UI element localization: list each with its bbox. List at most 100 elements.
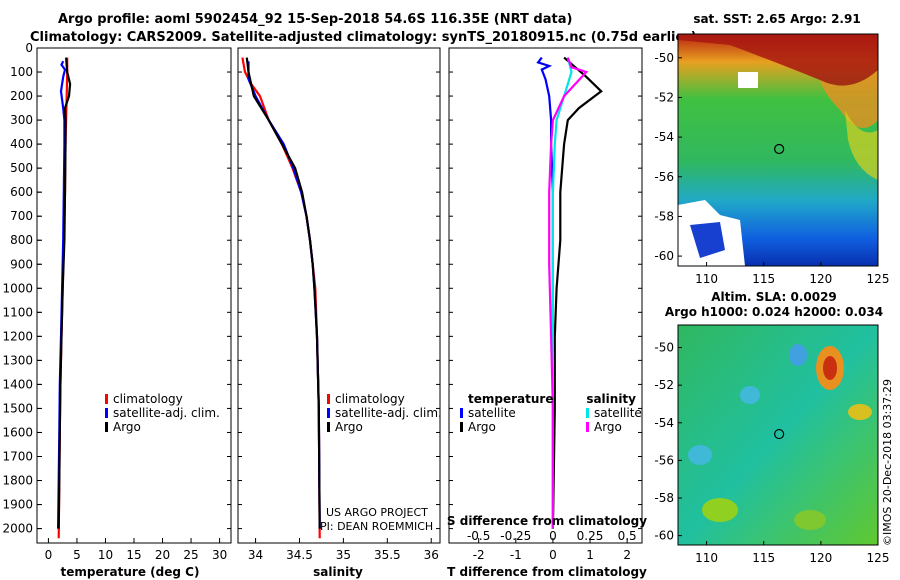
legend-argo-swatch bbox=[327, 422, 330, 432]
x-tick-label: 2 bbox=[623, 548, 631, 562]
depth-tick-label: 500 bbox=[10, 161, 33, 175]
legend-argo-swatch bbox=[105, 422, 108, 432]
depth-tick-label: 400 bbox=[10, 137, 33, 151]
title-line-2: Climatology: CARS2009. Satellite-adjuste… bbox=[30, 30, 697, 45]
depth-tick-label: 1900 bbox=[2, 498, 33, 512]
lat-tick-label: -58 bbox=[654, 209, 674, 223]
depth-tick-label: 0 bbox=[25, 41, 33, 55]
depth-tick-label: 1700 bbox=[2, 449, 33, 463]
lat-tick-label: -56 bbox=[654, 453, 674, 467]
depth-tick-label: 1600 bbox=[2, 425, 33, 439]
legend-climatology-swatch bbox=[105, 394, 108, 404]
depth-tick-label: 200 bbox=[10, 89, 33, 103]
legend-climatology: climatology bbox=[335, 392, 405, 406]
sla-map-title: Altim. SLA: 0.0029 bbox=[711, 290, 837, 304]
project-credit: US ARGO PROJECT bbox=[326, 506, 428, 519]
lat-tick-label: -60 bbox=[654, 529, 674, 543]
x-tick-label: 20 bbox=[155, 548, 170, 562]
difference-plot: -2 -1 0 1 2 -0.5 -0.25 0 0.25 0.5 bbox=[449, 48, 642, 562]
temperature-legend: climatology satellite-adj. clim. Argo bbox=[105, 392, 220, 434]
difference-legend: temperature satellite Argo salinity sate… bbox=[460, 392, 642, 434]
legend-t-argo-swatch bbox=[460, 422, 463, 432]
sla-high-anomaly bbox=[794, 510, 826, 530]
series-line-satellite-adj-clim- bbox=[249, 61, 320, 528]
depth-tick-label: 700 bbox=[10, 209, 33, 223]
sla-map bbox=[678, 325, 878, 545]
sla-high-anomaly bbox=[823, 356, 837, 380]
temperature-xlabel: temperature (deg C) bbox=[61, 565, 200, 579]
lat-tick-label: -50 bbox=[654, 341, 674, 355]
depth-tick-label: 2000 bbox=[2, 522, 33, 536]
legend-satellite: satellite-adj. clim. bbox=[335, 406, 442, 420]
lon-tick-label: 110 bbox=[695, 272, 718, 286]
legend-t-argo: Argo bbox=[468, 420, 496, 434]
depth-tick-label: 1000 bbox=[2, 281, 33, 295]
legend-salinity-title: salinity bbox=[586, 392, 636, 406]
legend-argo: Argo bbox=[335, 420, 363, 434]
s-diff-tick-label: 0.25 bbox=[577, 529, 604, 543]
x-tick-label: 10 bbox=[98, 548, 113, 562]
x-tick-label: 34 bbox=[248, 548, 263, 562]
x-tick-label: 35.5 bbox=[374, 548, 401, 562]
sla-low-anomaly bbox=[740, 386, 760, 404]
lat-tick-label: -58 bbox=[654, 491, 674, 505]
lon-tick-label: 125 bbox=[867, 272, 890, 286]
x-tick-label: 25 bbox=[183, 548, 198, 562]
salinity-panel bbox=[238, 48, 440, 543]
sla-map-subtitle: Argo h1000: 0.024 h2000: 0.034 bbox=[665, 305, 883, 319]
series-line-argo bbox=[247, 58, 320, 529]
depth-tick-label: 1800 bbox=[2, 474, 33, 488]
legend-s-argo: Argo bbox=[594, 420, 622, 434]
depth-tick-label: 1200 bbox=[2, 329, 33, 343]
sst-map-title: sat. SST: 2.65 Argo: 2.91 bbox=[693, 12, 860, 26]
difference-panel bbox=[449, 48, 642, 543]
sla-low-anomaly bbox=[789, 344, 807, 366]
t-difference-xlabel: T difference from climatology bbox=[447, 565, 647, 579]
x-tick-label: 0 bbox=[45, 548, 53, 562]
legend-climatology: climatology bbox=[113, 392, 183, 406]
salinity-plot: 34 34.5 35 35.5 36 bbox=[238, 48, 440, 562]
lon-tick-label: 110 bbox=[695, 551, 718, 565]
x-tick-label: 0 bbox=[549, 548, 557, 562]
legend-s-satellite: satellite bbox=[594, 406, 642, 420]
sst-map bbox=[678, 34, 878, 266]
x-tick-label: 36 bbox=[424, 548, 439, 562]
s-diff-tick-label: 0.5 bbox=[618, 529, 637, 543]
x-tick-label: 15 bbox=[126, 548, 141, 562]
s-diff-tick-label: -0.25 bbox=[500, 529, 531, 543]
lat-tick-label: -52 bbox=[654, 378, 674, 392]
sla-high-anomaly bbox=[848, 404, 872, 420]
depth-axis: 0 100 200 300 400 500 600 700 800 900 1000 1100 1200… bbox=[2, 41, 42, 536]
legend-satellite-swatch bbox=[105, 408, 108, 418]
depth-tick-label: 1500 bbox=[2, 401, 33, 415]
legend-climatology-swatch bbox=[327, 394, 330, 404]
pi-credit: PI: DEAN ROEMMICH bbox=[320, 520, 433, 533]
legend-argo: Argo bbox=[113, 420, 141, 434]
depth-tick-label: 1400 bbox=[2, 377, 33, 391]
depth-tick-label: 900 bbox=[10, 257, 33, 271]
legend-satellite-swatch bbox=[327, 408, 330, 418]
s-difference-xlabel: S difference from climatology bbox=[447, 514, 647, 528]
series-line-argo bbox=[59, 58, 70, 529]
series-line-t-argo bbox=[553, 58, 601, 529]
credit-text: ©IMOS 20-Dec-2018 03:37:29 bbox=[881, 379, 894, 546]
legend-s-argo-swatch bbox=[586, 422, 589, 432]
legend-satellite: satellite-adj. clim. bbox=[113, 406, 220, 420]
argo-profile-figure: Argo profile: aoml 5902454_92 15-Sep-201… bbox=[0, 0, 900, 580]
lat-tick-label: -50 bbox=[654, 51, 674, 65]
salinity-legend: climatology satellite-adj. clim. Argo bbox=[327, 392, 442, 434]
x-tick-label: -1 bbox=[510, 548, 522, 562]
lon-tick-label: 120 bbox=[809, 551, 832, 565]
salinity-xlabel: salinity bbox=[313, 565, 363, 579]
depth-tick-label: 1100 bbox=[2, 305, 33, 319]
depth-tick-label: 1300 bbox=[2, 353, 33, 367]
legend-t-satellite-swatch bbox=[460, 408, 463, 418]
series-line-climatology bbox=[242, 58, 319, 539]
depth-tick-label: 600 bbox=[10, 185, 33, 199]
x-tick-label: 5 bbox=[73, 548, 81, 562]
legend-temperature-title: temperature bbox=[468, 392, 553, 406]
sla-low-anomaly bbox=[688, 445, 712, 465]
s-diff-tick-label: 0 bbox=[549, 529, 557, 543]
lat-tick-label: -60 bbox=[654, 249, 674, 263]
x-tick-label: 30 bbox=[212, 548, 227, 562]
